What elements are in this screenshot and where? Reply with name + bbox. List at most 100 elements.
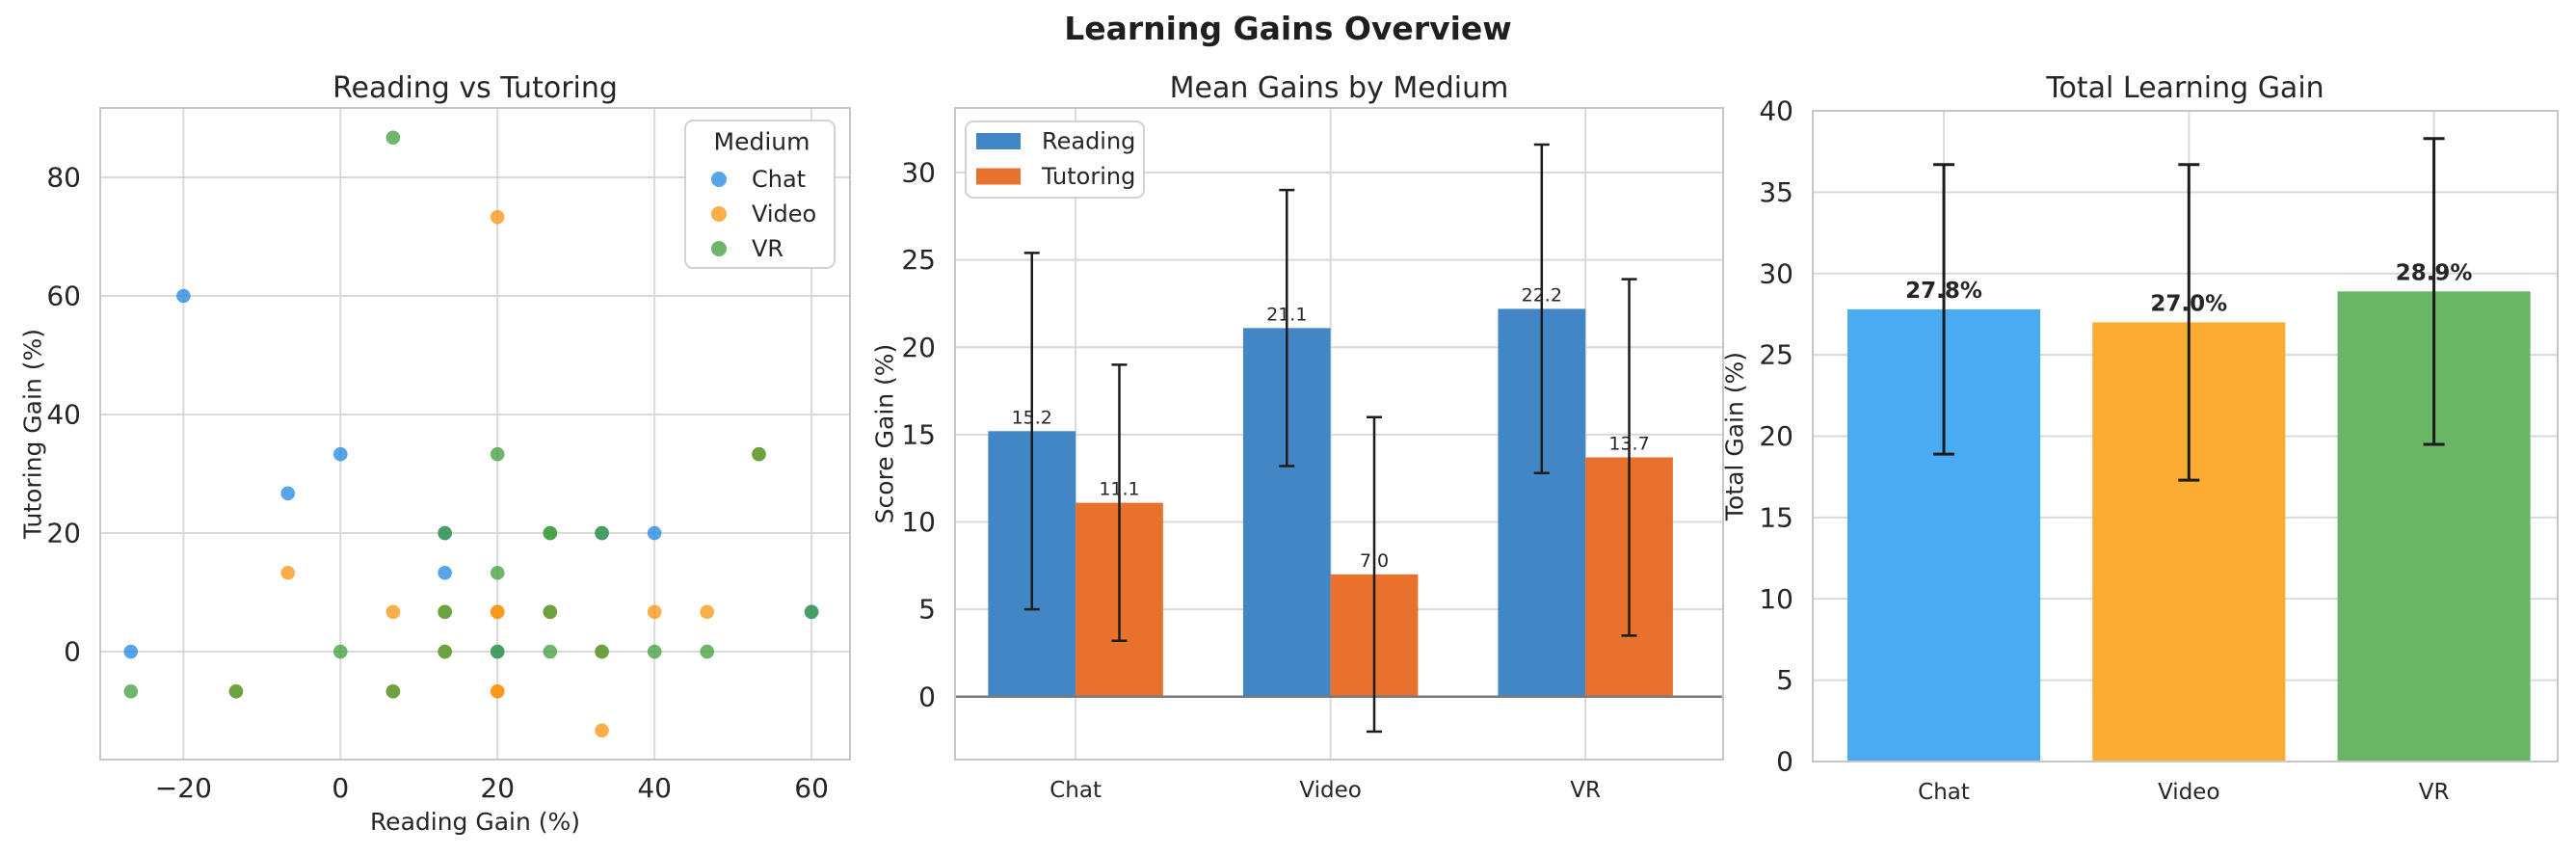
y-tick-label: 20 [46,518,81,549]
legend [684,120,836,269]
x-tick-label: −20 [155,772,212,804]
y-axis-label: Tutoring Gain (%) [19,329,47,540]
y-tick-label: 10 [901,506,936,538]
legend-item-label: VR [752,235,783,262]
y-tick-label: 30 [901,157,936,189]
scatter-point-vr [804,604,819,620]
plot-border [954,107,1724,761]
y-tick-label: 5 [1776,664,1793,696]
y-tick-label: 15 [901,418,936,450]
x-tick-label: 0 [332,772,349,804]
y-tick-label: 10 [1759,583,1793,615]
bar-percent-label: 28.9% [2396,260,2473,285]
scatter-point-video [647,604,662,620]
category-label: VR [2419,780,2450,805]
y-tick-label: 15 [1759,501,1793,533]
legend-item-label: Tutoring [1041,163,1135,190]
scatter-point-video [490,604,505,620]
scatter-point-chat [123,644,139,659]
scatter-point-vr [385,683,401,699]
legend-item-label: Video [752,200,816,227]
legend-item-label: Chat [752,166,806,193]
y-tick-label: 80 [46,161,81,193]
y-tick-label: 25 [1759,339,1793,371]
y-tick-label: 30 [1759,257,1793,289]
chart-title: Total Learning Gain [2045,71,2324,105]
bar-percent-label: 27.0% [2150,291,2227,316]
scatter-point-video [700,604,715,620]
bar-value-label: 15.2 [1012,407,1052,428]
category-label: VR [1570,778,1601,803]
scatter-point-vr [647,644,662,659]
scatter-point-vr [385,130,401,146]
scatter-point-vr [700,644,715,659]
bar-value-label: 13.7 [1608,433,1649,454]
scatter-point-vr [438,604,452,620]
scatter-point-video [490,209,505,225]
plot-border [99,107,851,761]
x-tick-label: 20 [480,772,515,804]
bar-value-label: 22.2 [1522,284,1562,306]
scatter-point-vr [332,644,348,659]
bar-value-label: 7.0 [1360,550,1389,572]
scatter-point-chat [647,525,662,541]
category-label: Chat [1918,780,1970,805]
y-axis-label: Score Gain (%) [871,344,899,524]
scatter-point-video [595,723,609,738]
scatter-point-vr [595,525,609,541]
scatter-point-chat [176,288,191,304]
y-tick-label: 0 [1776,746,1793,778]
bar-percent-label: 27.8% [1905,279,1982,304]
legend-marker-vr-icon [711,241,727,256]
y-tick-label: 20 [1759,420,1793,452]
y-axis-label: Total Gain (%) [1721,352,1749,521]
chart-title: Reading vs Tutoring [332,71,618,105]
x-axis-label: Reading Gain (%) [370,808,580,836]
scatter-point-vr [543,525,558,541]
scatter-point-vr [438,644,452,659]
category-label: Video [2158,780,2219,805]
y-tick-label: 20 [901,332,936,363]
legend-swatch-reading-icon [976,133,1021,149]
bar-value-label: 11.1 [1099,479,1139,500]
scatter-point-vr [490,644,505,659]
figure-title: Learning Gains Overview [1064,10,1512,47]
scatter-point-video [490,683,505,699]
legend-marker-chat-icon [711,172,727,187]
scatter-point-vr [543,604,558,620]
y-tick-label: 25 [901,244,936,276]
legend-swatch-tutoring-icon [976,168,1021,185]
category-label: Video [1299,778,1361,803]
y-tick-label: 5 [918,594,936,626]
scatter-point-vr [123,683,139,699]
y-tick-label: 60 [46,280,81,311]
y-tick-label: 40 [1759,95,1793,127]
scatter-point-vr [228,683,244,699]
y-tick-label: 0 [918,681,936,712]
scatter-point-chat [332,446,348,462]
y-tick-label: 40 [46,399,81,431]
y-tick-label: 0 [64,636,81,668]
y-tick-label: 35 [1759,176,1793,208]
x-tick-label: 40 [637,772,672,804]
scatter-point-video [385,604,401,620]
category-label: Chat [1049,778,1102,803]
legend-title: Medium [714,128,810,156]
scatter-point-chat [280,486,296,501]
scatter-point-vr [543,644,558,659]
legend-item-label: Reading [1042,128,1135,155]
bar-value-label: 21.1 [1266,304,1307,325]
scatter-point-vr [490,446,505,462]
plot-border [1812,110,2559,762]
scatter-point-vr [438,525,452,541]
scatter-point-vr [595,644,609,659]
legend-marker-video-icon [711,206,727,222]
scatter-point-chat [438,565,452,580]
x-tick-label: 60 [794,772,829,804]
chart-title: Mean Gains by Medium [1170,71,1509,105]
scatter-point-vr [490,565,505,580]
scatter-point-video [280,565,296,580]
scatter-point-vr [752,446,766,462]
